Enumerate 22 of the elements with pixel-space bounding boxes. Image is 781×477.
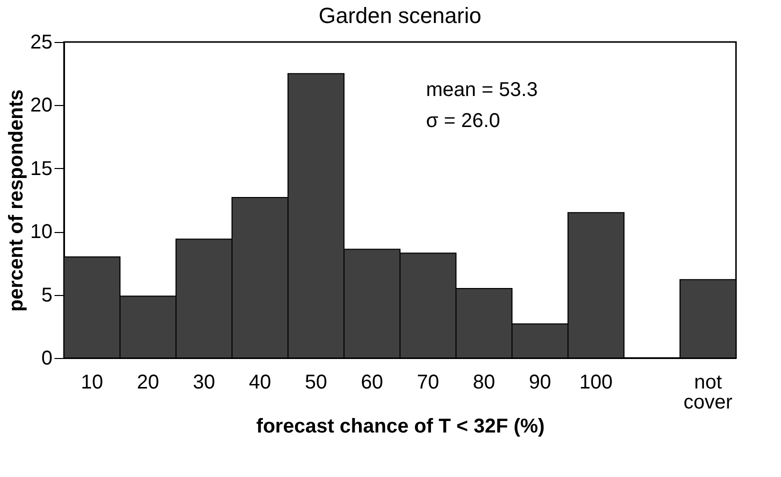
x-tick-label: 10 — [80, 372, 104, 394]
x-tick-label: 20 — [136, 372, 160, 394]
y-tick-label: 15 — [30, 158, 52, 180]
x-tick-label: 90 — [528, 372, 552, 394]
x-tick-label: 100 — [579, 372, 613, 394]
x-tick-label: 40 — [248, 372, 272, 394]
x-tick-label: 80 — [472, 372, 496, 394]
y-axis-title: percent of respondents — [5, 89, 28, 312]
annotation: mean = 53.3 — [426, 79, 538, 101]
y-tick-label: 5 — [41, 284, 52, 306]
x-tick-label: 60 — [360, 372, 384, 394]
x-tick-label: 50 — [304, 372, 328, 394]
x-tick-label: 70 — [416, 372, 440, 394]
chart-title: Garden scenario — [318, 3, 482, 28]
x-tick-label: 30 — [192, 372, 216, 394]
x-axis-title: forecast chance of T < 32F (%) — [256, 416, 545, 438]
y-tick-label: 0 — [41, 348, 52, 370]
y-tick-label: 25 — [30, 32, 52, 54]
y-tick-label: 20 — [30, 94, 52, 117]
x-tick-label: not cover — [684, 372, 733, 414]
annotation: σ = 26.0 — [426, 110, 500, 132]
y-tick-label: 10 — [30, 221, 52, 244]
